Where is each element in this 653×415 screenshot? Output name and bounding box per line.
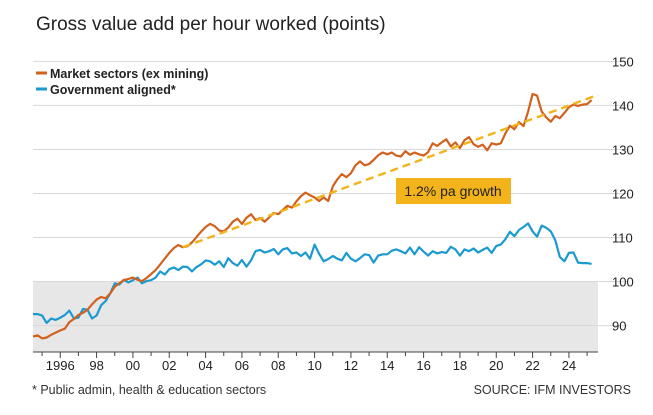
chart-title: Gross value add per hour worked (points) [36,14,386,35]
x-tick-label: 22 [525,358,539,373]
y-tick-label: 130 [612,142,634,157]
trend-line [182,93,599,249]
y-tick-label: 90 [612,319,626,334]
series-line-government [33,222,592,324]
x-tick-label: 1996 [46,358,75,373]
x-tick-label: 14 [380,358,394,373]
x-tick-label: 08 [271,358,285,373]
below-100-shading [33,281,598,352]
annotation-box [396,178,511,204]
legend-label-government: Government aligned* [50,83,176,97]
x-tick-label: 20 [489,358,503,373]
y-tick-label: 120 [612,186,634,201]
x-tick-label: 98 [89,358,103,373]
x-tick-label: 18 [453,358,467,373]
footnote: * Public admin, health & education secto… [32,383,267,397]
y-axis: 90 100 110 120 130 140 150 [612,54,634,333]
y-tick-label: 100 [612,275,634,290]
series-line-market [32,92,593,340]
y-tick-label: 140 [612,98,634,113]
x-tick-label: 02 [162,358,176,373]
x-tick-label: 06 [235,358,249,373]
y-tick-label: 150 [612,54,634,69]
annotation-label: 1.2% pa growth [404,183,501,199]
legend-label-market: Market sectors (ex mining) [50,67,208,81]
x-tick-label: 12 [344,358,358,373]
x-tick-label: 16 [416,358,430,373]
legend: Market sectors (ex mining) Government al… [36,67,208,97]
x-tick-label: 04 [198,358,212,373]
growth-annotation: 1.2% pa growth [396,178,511,204]
y-tick-label: 110 [612,231,633,246]
series-lines [32,92,599,340]
x-axis: 1996 98 00 02 04 06 08 10 12 14 16 18 20 22 24 [33,351,598,373]
x-tick-label: 24 [562,358,576,373]
x-tick-label: 00 [126,358,140,373]
source-credit: SOURCE: IFM INVESTORS [473,383,631,397]
x-tick-label: 10 [307,358,321,373]
